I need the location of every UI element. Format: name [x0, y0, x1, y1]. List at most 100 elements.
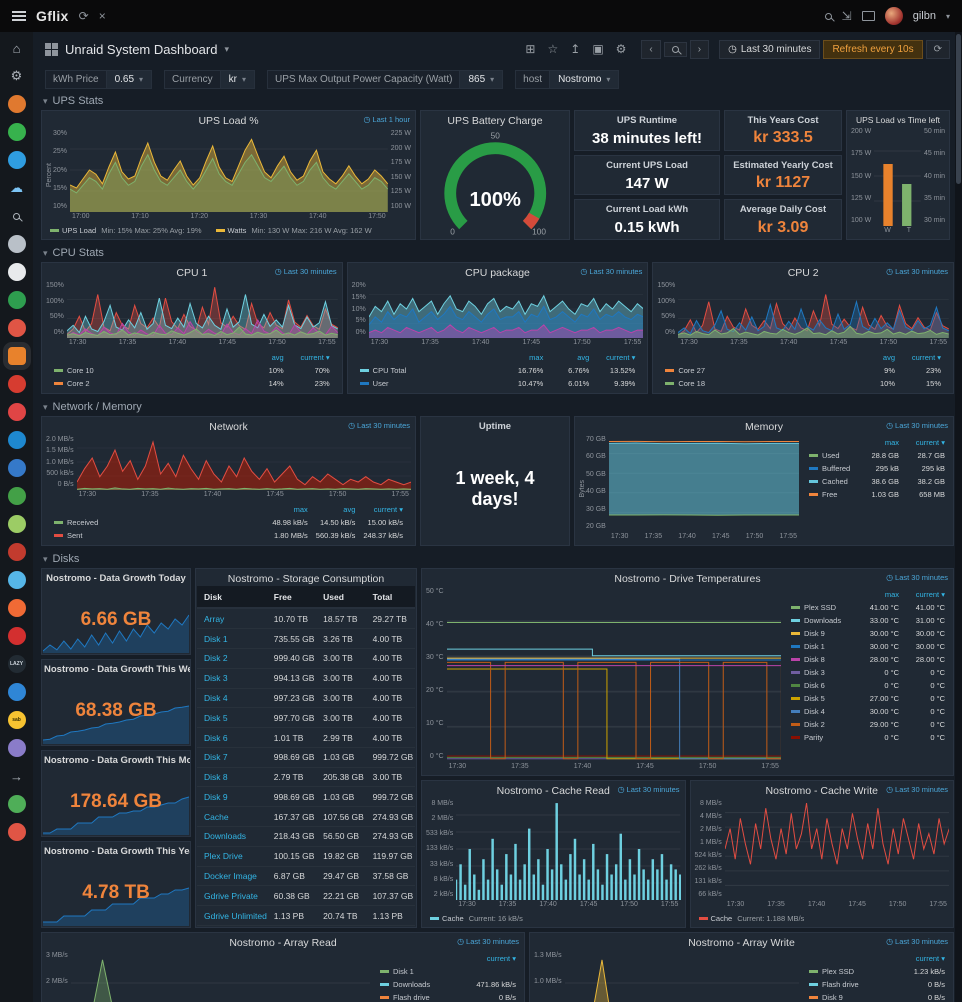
row-header-network-memory[interactable]: ▾ Network / Memory [43, 401, 142, 413]
app-scarlet-round-icon[interactable] [7, 403, 26, 421]
legend[interactable]: UPS Load Min: 15% Max: 25% Avg: 19% Watts M… [42, 225, 415, 239]
dashboard-title[interactable]: Unraid System Dashboard [65, 41, 218, 57]
app-green-ring-icon[interactable] [7, 291, 26, 309]
app-waterdrop-icon[interactable] [7, 683, 26, 701]
home-icon[interactable]: ⌂ [12, 40, 21, 56]
legend[interactable]: current ▾ Plex SSD 1.23 kB/s Flash drive 0 B… [799, 950, 949, 1002]
close-icon[interactable]: × [98, 9, 106, 23]
legend-header[interactable]: max avg current ▾ [529, 352, 636, 362]
legend-item[interactable]: Core 27 9% 23% [661, 364, 945, 377]
variable-kwh-price[interactable]: kWh Price 0.65 ▾ [45, 69, 153, 89]
app-orange-square-icon[interactable] [7, 347, 26, 365]
app-red-round-icon[interactable] [7, 319, 26, 337]
legend-item[interactable]: Flash drive 0 B/s [376, 991, 520, 1002]
scrollbar-thumb[interactable] [956, 34, 961, 184]
panel-title[interactable]: Nostromo - Data Growth Today [46, 573, 186, 584]
time-range-button[interactable]: ◷ Last 30 minutes [719, 39, 821, 59]
legend-item[interactable]: Cache Current: 16 kB/s [430, 914, 523, 923]
legend-item[interactable]: Disk 4 30.00 °C 0 °C [787, 705, 949, 718]
panel-title[interactable]: UPS Battery Charge [447, 115, 543, 127]
legend-item[interactable]: Disk 9 30.00 °C 30.00 °C [787, 627, 949, 640]
panel-title[interactable]: UPS Load % [198, 115, 259, 127]
panel-title[interactable]: Nostromo - Data Growth This Week [44, 664, 190, 675]
panel-title[interactable]: Nostromo - Array Write [688, 937, 795, 949]
panel-title[interactable]: Nostromo - Storage Consumption [227, 573, 385, 585]
app-green-diamond-icon[interactable] [7, 123, 26, 141]
battery-gauge[interactable]: 0 50 100 100% [421, 128, 569, 239]
row-header-disks[interactable]: ▾ Disks [43, 553, 80, 565]
app-white-round-icon[interactable] [7, 263, 26, 281]
legend-item[interactable]: Core 18 10% 15% [661, 377, 945, 390]
app-purple-round-icon[interactable] [7, 739, 26, 757]
panel-title[interactable]: Current Load kWh [605, 204, 689, 216]
app-github-icon[interactable] [7, 795, 26, 813]
zoom-out-button[interactable] [663, 41, 687, 57]
cache-read-chart[interactable] [456, 798, 681, 900]
table-header-cell[interactable]: Used [316, 586, 366, 610]
variable-ups-max-output[interactable]: UPS Max Output Power Capacity (Watt) 865… [266, 69, 504, 89]
array-write-chart[interactable] [564, 950, 799, 1002]
user-menu[interactable]: gilbn [912, 10, 936, 22]
legend[interactable]: max current ▾ Plex SSD 41.00 °C 41.00 °C Down… [781, 586, 949, 773]
legend-header[interactable]: current ▾ [486, 953, 516, 963]
drive-temps-chart[interactable] [446, 586, 781, 762]
legend-item[interactable]: Disk 1 30.00 °C 30.00 °C [787, 640, 949, 653]
app-sab-icon[interactable]: sab [7, 711, 26, 729]
panel-title[interactable]: Average Daily Cost [739, 204, 827, 216]
legend[interactable]: Cache Current: 16 kB/s [422, 913, 685, 927]
app-red-stripe-icon[interactable] [7, 543, 26, 561]
variable-currency[interactable]: Currency kr ▾ [164, 69, 255, 89]
array-read-chart[interactable] [70, 950, 370, 1002]
legend-item[interactable]: Plex SSD 1.23 kB/s [805, 965, 949, 978]
legend-header[interactable]: avg current ▾ [271, 352, 330, 362]
legend-item[interactable]: Plex SSD 41.00 °C 41.00 °C [787, 601, 949, 614]
ups-load-chart[interactable] [70, 128, 388, 212]
legend-header[interactable]: max current ▾ [884, 589, 945, 599]
legend[interactable]: Cache Current: 1.188 MB/s [691, 913, 954, 927]
legend-item[interactable]: Free 1.03 GB 658 MB [805, 488, 949, 501]
legend-item[interactable]: User 10.47% 6.01% 9.39% [356, 377, 640, 390]
save-icon[interactable]: ▣ [592, 42, 604, 56]
panel-title[interactable]: Nostromo - Data Growth This Year [44, 846, 190, 857]
legend[interactable]: max avg current ▾ CPU Total 16.76% 6.76% 13.52… [348, 351, 648, 393]
ups-bars-chart[interactable] [874, 126, 921, 226]
legend-item[interactable]: Watts Min: 130 W Max: 216 W Avg: 162 W [215, 226, 372, 235]
legend-item[interactable]: Disk 8 28.00 °C 28.00 °C [787, 653, 949, 666]
legend-item[interactable]: Sent 1.80 MB/s 560.39 kB/s 248.37 kB/s [50, 529, 407, 542]
panel-title[interactable]: This Years Cost [747, 115, 819, 126]
row-header-cpu-stats[interactable]: ▾ CPU Stats [43, 247, 104, 259]
cpu2-chart[interactable] [678, 280, 950, 338]
legend[interactable]: max current ▾ Used 28.8 GB 28.7 GB Buffered 29… [799, 434, 949, 543]
panel-title[interactable]: Current UPS Load [606, 159, 688, 171]
app-orange-round-icon[interactable] [7, 95, 26, 113]
app-skyblue-round-icon[interactable] [7, 571, 26, 589]
legend-header[interactable]: max current ▾ [884, 437, 945, 447]
app-crimson-round-icon[interactable] [7, 627, 26, 645]
panel-title[interactable]: UPS Runtime [616, 115, 678, 126]
fullscreen-icon[interactable]: ⇲ [841, 9, 852, 23]
refresh-interval-button[interactable]: Refresh every 10s [823, 39, 923, 59]
time-back-button[interactable]: ‹ [641, 39, 661, 59]
panel-title[interactable]: Estimated Yearly Cost [733, 159, 833, 171]
memory-chart[interactable] [608, 434, 799, 532]
search-icon[interactable] [824, 12, 832, 20]
add-panel-icon[interactable]: ⊞ [525, 42, 536, 56]
legend-header[interactable]: max avg current ▾ [293, 504, 403, 514]
app-indigo-round-icon[interactable] [7, 459, 26, 477]
legend-item[interactable]: Core 10 10% 70% [50, 364, 334, 377]
panel-title[interactable]: Uptime [478, 421, 512, 432]
panel-title[interactable]: Nostromo - Drive Temperatures [614, 573, 761, 585]
legend-item[interactable]: Flash drive 0 B/s [805, 978, 949, 991]
network-chart[interactable] [76, 434, 411, 490]
app-blue-eye-icon[interactable] [7, 431, 26, 449]
cpu-package-chart[interactable] [368, 280, 644, 338]
app-red-ring-icon[interactable] [7, 823, 26, 841]
app-gray-round-icon[interactable] [7, 235, 26, 253]
table-header-cell[interactable]: Disk [197, 586, 267, 610]
legend-item[interactable]: Downloads 471.86 kB/s [376, 978, 520, 991]
legend-item[interactable]: Received 48.98 kB/s 14.50 kB/s 15.00 kB/s [50, 516, 407, 529]
panel-title[interactable]: CPU 1 [176, 267, 208, 279]
legend-item[interactable]: Cache Current: 1.188 MB/s [698, 914, 804, 923]
